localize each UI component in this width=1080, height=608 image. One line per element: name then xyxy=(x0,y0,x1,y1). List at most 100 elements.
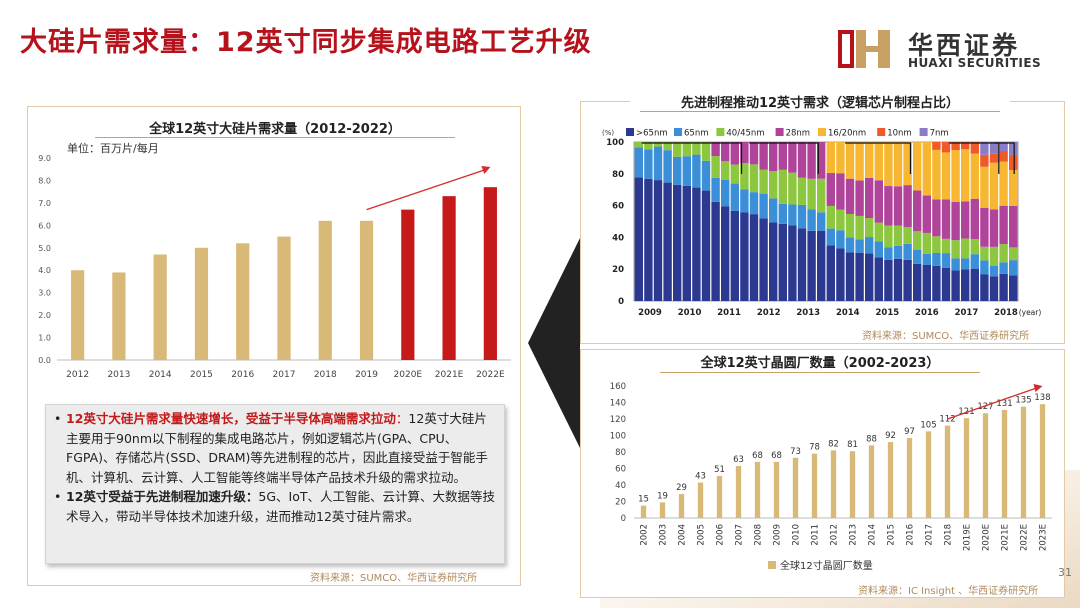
chart2-stack-segment xyxy=(769,142,778,172)
chart2-plot-frame xyxy=(633,141,1019,302)
chart2-stack-segment xyxy=(807,178,816,210)
chart2-stack-segment xyxy=(874,257,883,301)
chart2-stack-segment xyxy=(1009,142,1018,155)
chart2-stack-segment xyxy=(913,263,922,301)
chart2-stack-segment xyxy=(1009,247,1018,261)
chart2-ytick-label: 60 xyxy=(612,202,624,212)
chart2-stack-segment xyxy=(893,225,903,246)
process-node-source: 资料来源：SUMCO、华西证券研究所 xyxy=(862,331,1030,342)
chart3-ytick-label: 0 xyxy=(621,514,626,524)
key-point-2-body: 5G、IoT、人工智能、云计算、大数据等技术导入，带动半导体技术加速升级，进而推… xyxy=(66,489,496,524)
chart2-stack-segment xyxy=(980,274,989,301)
chart2-stack-segment xyxy=(961,238,970,259)
chart3-bar xyxy=(868,445,875,518)
chart2-stack-segment xyxy=(922,142,931,196)
chart2-stack-segment xyxy=(999,161,1008,206)
chart2-stack-segment xyxy=(989,162,999,210)
chart2-stack-segment xyxy=(673,142,682,157)
chart2-stack-segment xyxy=(845,178,855,215)
chart2-stack-segment xyxy=(759,142,768,170)
chart2-stack-segment xyxy=(951,150,960,202)
chart2-stack-segment xyxy=(797,142,807,178)
chart2-stack-segment xyxy=(778,169,787,204)
chart1-ytick-label: 5.0 xyxy=(38,244,51,253)
chart3-data-label: 131 xyxy=(996,399,1012,409)
chart2-stack-segment xyxy=(884,186,893,226)
chart2-stack-segment xyxy=(893,186,903,226)
chart2-stack-segment xyxy=(682,156,691,186)
chart2-trend-marker xyxy=(749,142,819,174)
chart2-stack-segment xyxy=(817,212,826,231)
chart3-xtick-label: 2017 xyxy=(925,524,935,546)
chart2-stack-segment xyxy=(999,205,1008,245)
chart3-ytick-label: 20 xyxy=(615,498,626,508)
chart2-stack-segment xyxy=(836,248,845,301)
chart2-legend-label: 40/45nm xyxy=(726,129,764,139)
chart3-ytick-label: 100 xyxy=(610,432,626,442)
chart2-legend-label: 28nm xyxy=(786,129,810,139)
chart2-xtick-label: 2016 xyxy=(915,308,939,318)
chart2-stack-segment xyxy=(634,142,643,148)
key-point-1: 12英寸大硅片需求量快速增长，受益于半导体高端需求拉动：12英寸大硅片主要用于9… xyxy=(54,409,496,487)
chart3-xtick-label: 2009 xyxy=(773,524,783,546)
chart2-stack-segment xyxy=(855,252,864,301)
chart3-data-label: 82 xyxy=(828,439,839,449)
chart1-trend-arrow-head xyxy=(481,165,491,174)
chart2-stack-segment xyxy=(826,228,835,246)
chart2-stack-segment xyxy=(951,201,960,241)
chart2-legend-swatch xyxy=(626,128,634,136)
chart2-stack-segment xyxy=(826,142,835,174)
chart2-stack-segment xyxy=(884,259,893,301)
chart2-stack-segment xyxy=(970,153,979,199)
chart1-ytick-label: 3.0 xyxy=(38,289,51,298)
chart3-data-label: 112 xyxy=(939,415,955,425)
chart1-bar xyxy=(194,247,209,360)
chart2-legend-label: >65nm xyxy=(636,129,668,139)
chart3-bar xyxy=(773,461,780,518)
chart2-stack-segment xyxy=(970,238,979,255)
chart2-trend-marker xyxy=(994,142,1015,174)
chart2-legend-swatch xyxy=(775,128,784,136)
chart2-stack-segment xyxy=(797,204,807,229)
chart2-stack-segment xyxy=(845,142,855,179)
chart3-bar xyxy=(697,482,704,518)
chart3-data-label: 81 xyxy=(847,440,858,450)
chart3-data-label: 68 xyxy=(752,451,763,461)
chart3-xtick-label: 2019E xyxy=(963,524,973,551)
chart2-stack-segment xyxy=(644,142,653,150)
chart1-ytick-label: 1.0 xyxy=(38,334,51,343)
chart2-stack-segment xyxy=(826,245,835,301)
chart3-data-label: 138 xyxy=(1034,393,1050,403)
chart2-stack-segment xyxy=(769,222,778,301)
chart2-stack-segment xyxy=(826,173,835,206)
chart2-stack-segment xyxy=(807,209,816,231)
chart2-stack-segment xyxy=(970,142,979,154)
chart2-stack-segment xyxy=(941,267,951,301)
process-node-title-rule xyxy=(640,111,1000,112)
chart2-stack-segment xyxy=(701,190,711,301)
chart2-stack-segment xyxy=(855,142,864,181)
chart1-bar xyxy=(153,254,167,360)
chart2-stack-segment xyxy=(865,142,874,178)
chart2-stack-segment xyxy=(989,276,999,301)
chart2-stack-segment xyxy=(817,230,826,301)
chart2-stack-segment xyxy=(913,231,922,250)
chart2-stack-segment xyxy=(855,215,864,240)
chart2-stack-segment xyxy=(692,187,701,301)
company-logo: 华西证券 HUAXI SECURITIES xyxy=(838,26,1062,72)
chart1-unit-label: 单位：百万片/每月 xyxy=(67,141,159,155)
chart3-data-label: 78 xyxy=(809,443,820,453)
chart2-legend-swatch xyxy=(674,128,682,136)
chart3-bar xyxy=(1001,409,1008,518)
chart2-stack-segment xyxy=(913,190,922,232)
key-point-1-colon: ： xyxy=(395,411,409,426)
chart3-data-label: 105 xyxy=(920,420,936,430)
chart2-stack-segment xyxy=(1009,170,1018,206)
chart3-xtick-label: 2007 xyxy=(735,524,745,546)
demand-bar-chart: 单位：百万片/每月 0.0 1.0 2.0 3.0 4.0 5.0 6.0 7.0 8.0 9.0 2… xyxy=(38,141,511,380)
chart1-bar xyxy=(442,196,456,360)
chart2-ytick-label: 40 xyxy=(612,233,624,243)
chart2-stack-segment xyxy=(989,153,999,163)
chart2-stack-segment xyxy=(874,222,883,242)
chart2-stack-segment xyxy=(663,142,672,151)
